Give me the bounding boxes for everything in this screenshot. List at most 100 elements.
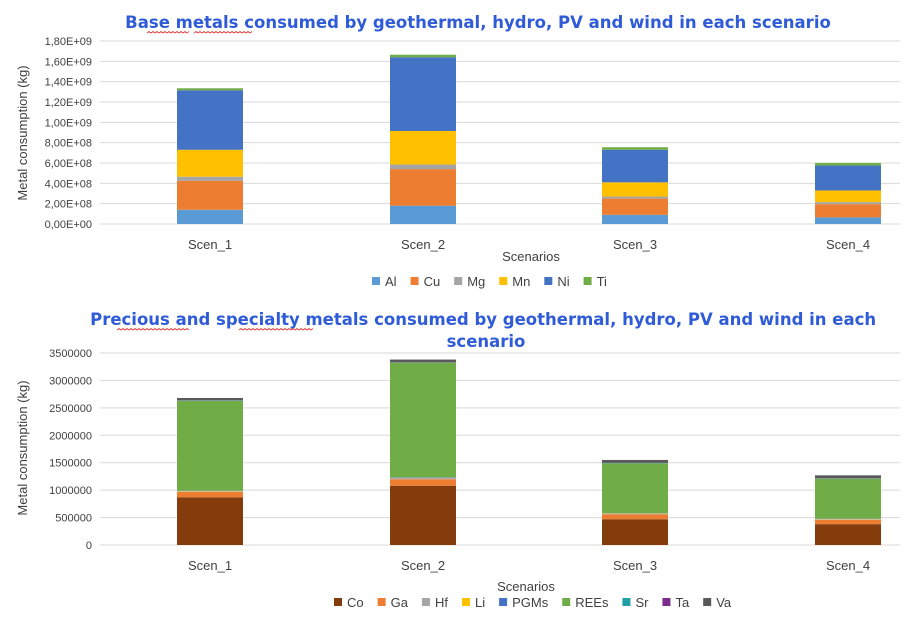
chart-title: Precious and specialty metals consumed b… xyxy=(90,310,882,351)
bar-segment-va-scen2 xyxy=(390,359,456,363)
x-axis-label: Scenarios xyxy=(497,579,555,594)
legend-label: REEs xyxy=(575,595,609,610)
bar-segment-rees-scen2 xyxy=(390,362,456,478)
bar-segment-cu-scen3 xyxy=(602,198,668,215)
y-tick-label: 500000 xyxy=(55,513,92,525)
bar-segment-cu-scen4 xyxy=(815,204,881,218)
legend-swatch xyxy=(662,598,671,606)
bar-segment-co-scen2 xyxy=(390,485,456,545)
legend-item-co: Co xyxy=(334,595,364,610)
legend-label: Co xyxy=(347,595,364,610)
bar-segment-co-scen3 xyxy=(602,519,668,545)
legend-swatch xyxy=(377,598,386,606)
legend-item-va: Va xyxy=(703,595,732,610)
legend-label: Sr xyxy=(635,595,649,610)
bar-segment-ti-scen3 xyxy=(602,147,668,150)
bar-segment-ni-scen2 xyxy=(390,57,456,131)
legend-item-rees: REEs xyxy=(562,595,609,610)
y-tick-label: 1,40E+09 xyxy=(45,77,92,89)
bar-segment-ga-scen3 xyxy=(602,514,668,520)
legend-label: Cu xyxy=(424,274,441,289)
legend-swatch xyxy=(499,598,508,606)
bar-segment-ga-scen4 xyxy=(815,519,881,525)
bar-segment-pgms-scen2 xyxy=(390,477,456,478)
y-tick-label: 0,00E+00 xyxy=(45,219,92,231)
bar-segment-al-scen3 xyxy=(602,214,668,224)
bar-segment-hf-scen3 xyxy=(602,513,668,515)
bar-segment-mn-scen2 xyxy=(390,130,456,165)
legend-label: Ni xyxy=(557,274,569,289)
legend-label: Li xyxy=(475,595,485,610)
x-tick-label: Scen_1 xyxy=(188,558,232,573)
y-tick-label: 4,00E+08 xyxy=(45,178,92,190)
legend-swatch xyxy=(544,277,553,285)
y-tick-label: 1500000 xyxy=(49,458,92,470)
x-tick-label: Scen_2 xyxy=(401,558,445,573)
bar-segment-mg-scen4 xyxy=(815,202,881,205)
bar-segment-al-scen1 xyxy=(177,209,243,224)
y-tick-label: 6,00E+08 xyxy=(45,158,92,170)
legend-label: Mn xyxy=(512,274,530,289)
bar-segment-va-scen1 xyxy=(177,397,243,401)
bar-segment-co-scen4 xyxy=(815,524,881,545)
y-tick-label: 1,00E+09 xyxy=(45,117,92,129)
x-axis-label: Scenarios xyxy=(502,249,560,264)
legend-swatch xyxy=(562,598,571,606)
legend-label: Al xyxy=(385,274,397,289)
legend-swatch xyxy=(372,277,380,285)
legend-item-al: Al xyxy=(372,274,397,289)
y-tick-label: 1,20E+09 xyxy=(45,97,92,109)
legend-label: Va xyxy=(716,595,732,610)
bar-segment-hf-scen2 xyxy=(390,478,456,480)
spellcheck-underline xyxy=(146,31,190,34)
bar-segment-ti-scen4 xyxy=(815,163,881,166)
y-tick-label: 0 xyxy=(86,540,92,552)
spellcheck-underline xyxy=(116,328,190,331)
legend-swatch xyxy=(703,598,712,606)
y-tick-label: 1,80E+09 xyxy=(45,36,92,48)
legend-item-mg: Mg xyxy=(454,274,485,289)
legend-swatch xyxy=(461,598,470,606)
legend-item-pgms: PGMs xyxy=(499,595,549,610)
y-tick-label: 2500000 xyxy=(49,403,92,415)
bar-segment-al-scen2 xyxy=(390,205,456,224)
legend-label: Ta xyxy=(675,595,690,610)
y-tick-label: 1000000 xyxy=(49,485,92,497)
chart-title: Base metals consumed by geothermal, hydr… xyxy=(125,13,831,32)
y-tick-label: 1,60E+09 xyxy=(45,56,92,68)
x-tick-label: Scen_4 xyxy=(826,558,870,573)
bar-segment-mn-scen1 xyxy=(177,149,243,177)
legend-label: Mg xyxy=(467,274,485,289)
legend-label: Ga xyxy=(391,595,409,610)
bar-segment-ga-scen1 xyxy=(177,491,243,498)
bar-segment-hf-scen4 xyxy=(815,519,881,520)
legend-item-sr: Sr xyxy=(622,595,649,610)
legend-item-cu: Cu xyxy=(410,274,441,289)
bar-segment-cu-scen2 xyxy=(390,169,456,206)
legend-swatch xyxy=(454,277,463,285)
y-tick-label: 2,00E+08 xyxy=(45,199,92,211)
legend-item-mn: Mn xyxy=(499,274,530,289)
x-tick-label: Scen_3 xyxy=(613,558,657,573)
spellcheck-underline xyxy=(238,328,314,331)
legend-swatch xyxy=(499,277,508,285)
y-tick-label: 3500000 xyxy=(49,348,92,360)
bar-segment-ni-scen4 xyxy=(815,165,881,191)
bar-segment-cu-scen1 xyxy=(177,180,243,210)
bar-segment-ti-scen2 xyxy=(390,54,456,58)
legend-label: Hf xyxy=(435,595,448,610)
y-axis-label: Metal consumption (kg) xyxy=(15,380,30,515)
bar-segment-ti-scen1 xyxy=(177,88,243,91)
bar-segment-ni-scen1 xyxy=(177,90,243,150)
legend-swatch xyxy=(334,598,342,606)
y-axis-label: Metal consumption (kg) xyxy=(15,65,30,200)
legend-swatch xyxy=(622,598,631,606)
bar-segment-rees-scen3 xyxy=(602,463,668,514)
x-tick-label: Scen_1 xyxy=(188,237,232,252)
bar-segment-rees-scen1 xyxy=(177,400,243,491)
bar-segment-ga-scen2 xyxy=(390,479,456,486)
legend-label: Ti xyxy=(597,274,607,289)
x-tick-label: Scen_4 xyxy=(826,237,870,252)
legend-label: PGMs xyxy=(512,595,549,610)
